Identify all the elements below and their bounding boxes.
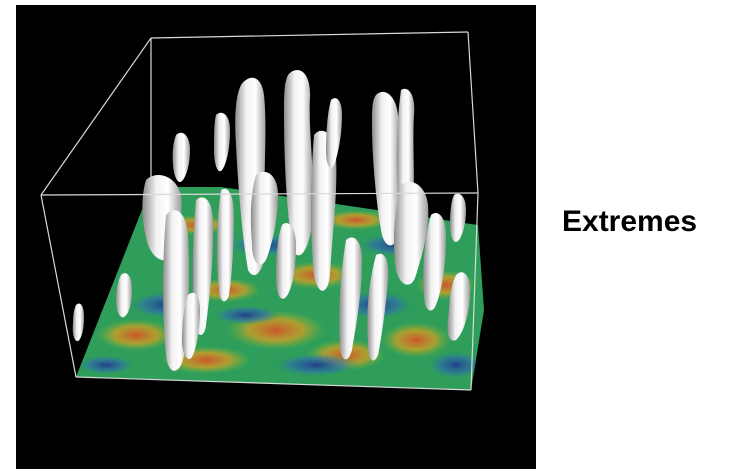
bounding-box-front — [40, 192, 479, 391]
volume-rendering — [40, 31, 484, 391]
bounding-box — [40, 31, 479, 196]
caption-extremes: Extremes — [562, 205, 698, 238]
volume-rendering-panel — [16, 5, 536, 469]
isosurface-extremes — [72, 70, 471, 371]
